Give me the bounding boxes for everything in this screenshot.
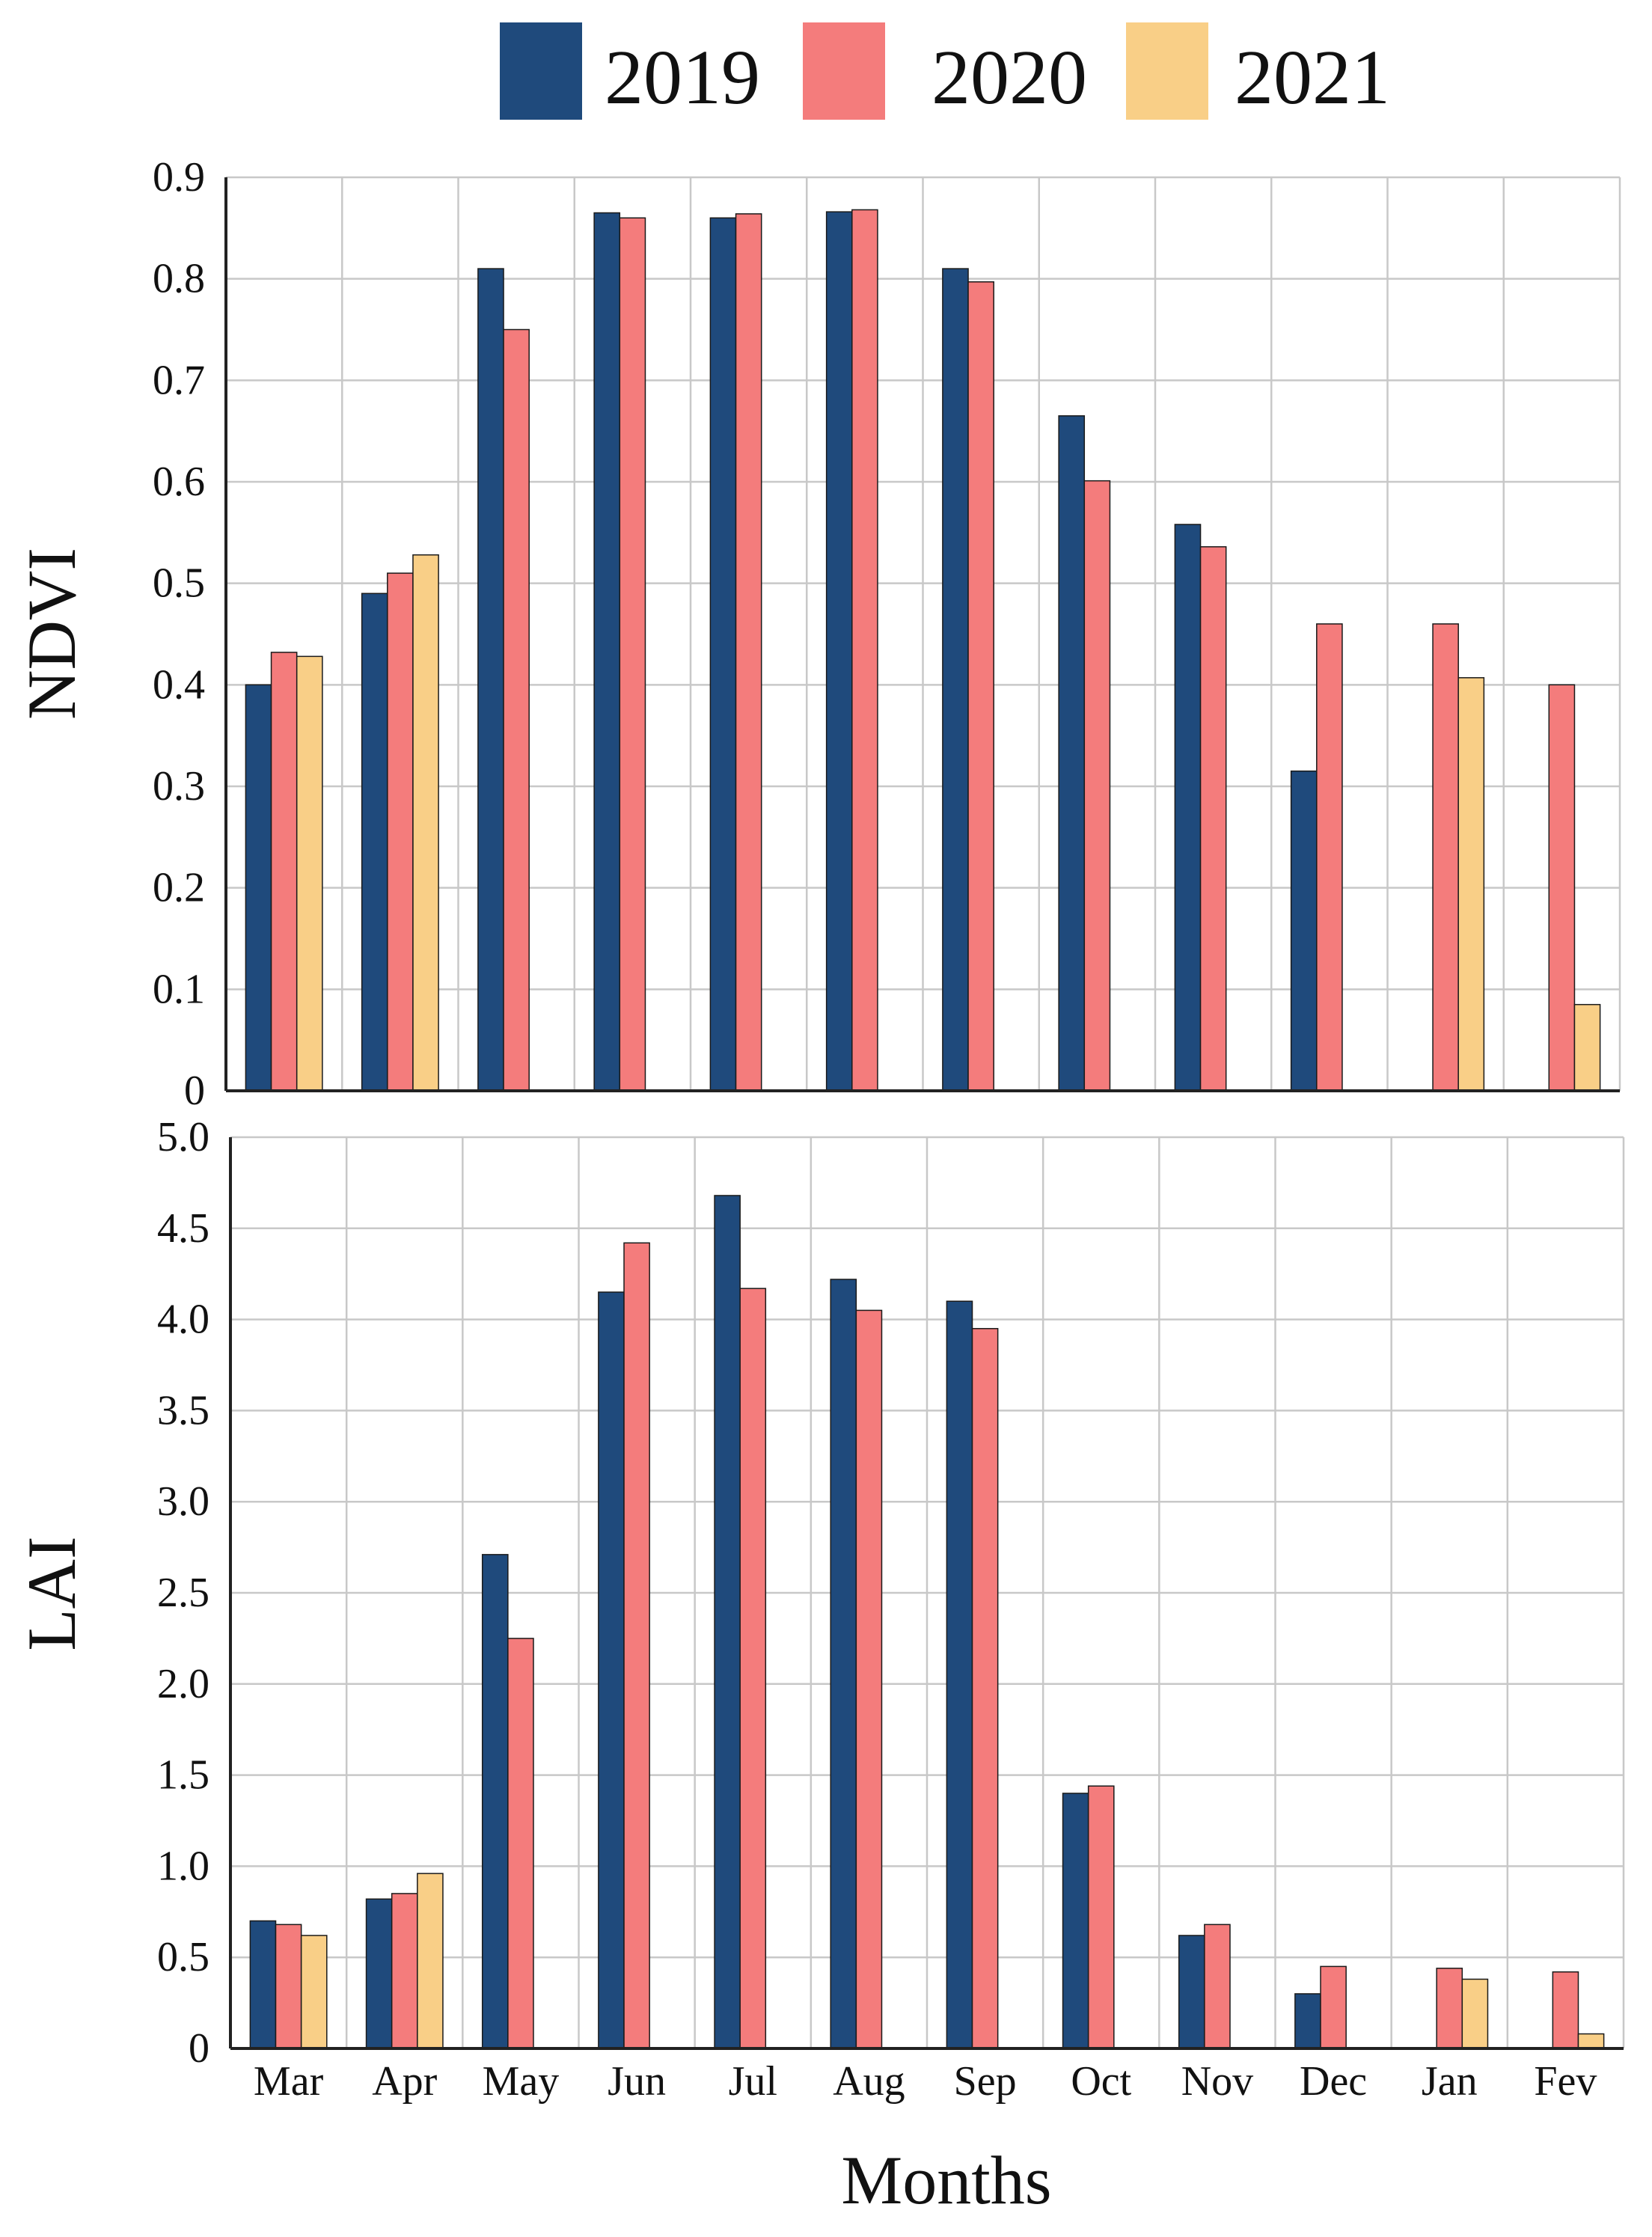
bar-lai-mar-2021 — [300, 1935, 328, 2049]
bar-lai-fev-2021 — [1577, 2033, 1605, 2049]
bar-ndvi-apr-2019 — [361, 593, 388, 1092]
y-tick-label: 2.5 — [157, 1570, 209, 1616]
bar-lai-may-2019 — [481, 1554, 509, 2049]
y-tick-label: 4.5 — [157, 1205, 209, 1252]
bar-lai-apr-2020 — [391, 1893, 418, 2049]
bar-ndvi-aug-2020 — [851, 209, 878, 1092]
bar-ndvi-oct-2019 — [1058, 415, 1086, 1092]
bar-lai-jul-2020 — [739, 1288, 767, 2049]
x-axis-title: Months — [841, 2142, 1051, 2218]
bar-ndvi-mar-2019 — [245, 684, 272, 1092]
bar-lai-jan-2021 — [1461, 1978, 1489, 2049]
y-axis-title: NDVI — [13, 548, 90, 720]
bar-ndvi-apr-2021 — [412, 554, 439, 1092]
y-tick-label: 0.8 — [153, 256, 205, 302]
legend-swatch-2019 — [500, 22, 582, 120]
legend-label-2021: 2021 — [1235, 34, 1390, 120]
legend-label-2019: 2019 — [605, 34, 760, 120]
bar-ndvi-fev-2020 — [1548, 684, 1576, 1092]
x-tick-label: Apr — [372, 2058, 437, 2105]
bar-lai-aug-2020 — [855, 1309, 883, 2049]
y-tick-label: 0.1 — [153, 966, 205, 1012]
x-tick-label: Dec — [1300, 2058, 1367, 2105]
x-tick-label: Sep — [954, 2058, 1017, 2105]
y-tick-label: 0.5 — [157, 1934, 209, 1980]
bar-ndvi-nov-2019 — [1174, 524, 1202, 1092]
y-tick-label: 0.5 — [153, 560, 205, 607]
bar-lai-mar-2020 — [275, 1924, 302, 2049]
bar-lai-aug-2019 — [830, 1279, 857, 2049]
bar-lai-jun-2020 — [623, 1242, 650, 2049]
bar-lai-sep-2019 — [946, 1300, 973, 2049]
bar-ndvi-nov-2020 — [1199, 546, 1227, 1092]
bar-lai-oct-2020 — [1087, 1785, 1115, 2049]
bar-ndvi-oct-2020 — [1083, 480, 1111, 1092]
y-tick-label: 4.0 — [157, 1297, 209, 1343]
y-tick-label: 0.6 — [153, 459, 205, 505]
bar-lai-mar-2019 — [249, 1920, 277, 2049]
bar-lai-apr-2021 — [417, 1873, 444, 2049]
bar-lai-fev-2020 — [1552, 1971, 1579, 2049]
bar-ndvi-jul-2019 — [709, 217, 737, 1092]
bar-ndvi-aug-2019 — [825, 211, 853, 1092]
y-tick-label: 0 — [189, 2025, 209, 2072]
y-axis-title: LAI — [13, 1536, 90, 1650]
y-tick-label: 2.0 — [157, 1661, 209, 1707]
y-tick-label: 1.0 — [157, 1843, 209, 1889]
y-tick-label: 0.3 — [153, 763, 205, 810]
y-tick-label: 1.5 — [157, 1752, 209, 1799]
bar-lai-jun-2019 — [598, 1291, 625, 2049]
bar-lai-jan-2020 — [1436, 1968, 1463, 2049]
x-tick-label: Jan — [1422, 2058, 1478, 2105]
x-tick-label: Aug — [833, 2058, 905, 2105]
bar-lai-oct-2019 — [1062, 1793, 1089, 2049]
y-tick-label: 3.5 — [157, 1387, 209, 1433]
x-tick-label: Oct — [1071, 2058, 1131, 2105]
y-tick-label: 0.4 — [153, 661, 205, 708]
bar-lai-apr-2019 — [365, 1898, 393, 2049]
legend-label-2020: 2020 — [931, 34, 1087, 120]
x-tick-label: May — [483, 2058, 560, 2105]
bar-lai-jul-2019 — [714, 1195, 741, 2049]
legend-swatch-2020 — [803, 22, 885, 120]
y-tick-label: 5.0 — [157, 1114, 209, 1160]
y-tick-label: 0.7 — [153, 357, 205, 403]
bar-ndvi-may-2020 — [503, 328, 530, 1092]
bar-ndvi-mar-2021 — [296, 655, 323, 1092]
bar-ndvi-jan-2021 — [1457, 677, 1485, 1092]
bar-ndvi-sep-2020 — [967, 281, 994, 1092]
bar-ndvi-fev-2021 — [1573, 1003, 1601, 1092]
ndvi-panel: 0 0.1 0.2 0.3 0.4 0.5 0.6 0.7 0.8 0.9 NDVI — [13, 154, 1621, 1114]
x-tick-label: Nov — [1181, 2058, 1253, 2105]
bar-ndvi-apr-2020 — [387, 572, 414, 1092]
y-tick-label: 0 — [184, 1068, 205, 1114]
bar-ndvi-may-2019 — [477, 268, 504, 1092]
legend: 2019 2020 2021 — [500, 22, 1390, 120]
bar-ndvi-dec-2019 — [1290, 770, 1318, 1092]
bar-ndvi-jan-2020 — [1432, 623, 1459, 1092]
bar-lai-nov-2019 — [1178, 1935, 1205, 2049]
bar-ndvi-dec-2020 — [1316, 623, 1343, 1092]
x-tick-label: Jun — [608, 2058, 666, 2105]
y-tick-label: 3.0 — [157, 1478, 209, 1525]
bar-lai-sep-2020 — [971, 1328, 999, 2049]
legend-swatch-2021 — [1126, 22, 1208, 120]
y-tick-label: 0.9 — [153, 154, 205, 201]
bar-lai-dec-2020 — [1320, 1965, 1347, 2049]
lai-panel: 0 0.5 1.0 1.5 2.0 2.5 3.0 3.5 4.0 4.5 5.0 LAI Mar Apr… — [13, 1114, 1625, 2105]
x-tick-label: Jul — [729, 2058, 777, 2105]
bar-lai-nov-2020 — [1204, 1924, 1231, 2049]
bar-ndvi-jul-2020 — [735, 213, 762, 1092]
x-tick-label: Mar — [254, 2058, 324, 2105]
bar-lai-dec-2019 — [1294, 1993, 1321, 2049]
bar-ndvi-jun-2019 — [593, 212, 621, 1092]
bar-ndvi-jun-2020 — [619, 217, 646, 1092]
x-tick-label: Fev — [1534, 2058, 1597, 2105]
bar-lai-may-2020 — [507, 1638, 534, 2049]
bar-ndvi-mar-2020 — [270, 652, 298, 1092]
bar-ndvi-sep-2019 — [942, 268, 969, 1092]
y-tick-label: 0.2 — [153, 865, 205, 911]
